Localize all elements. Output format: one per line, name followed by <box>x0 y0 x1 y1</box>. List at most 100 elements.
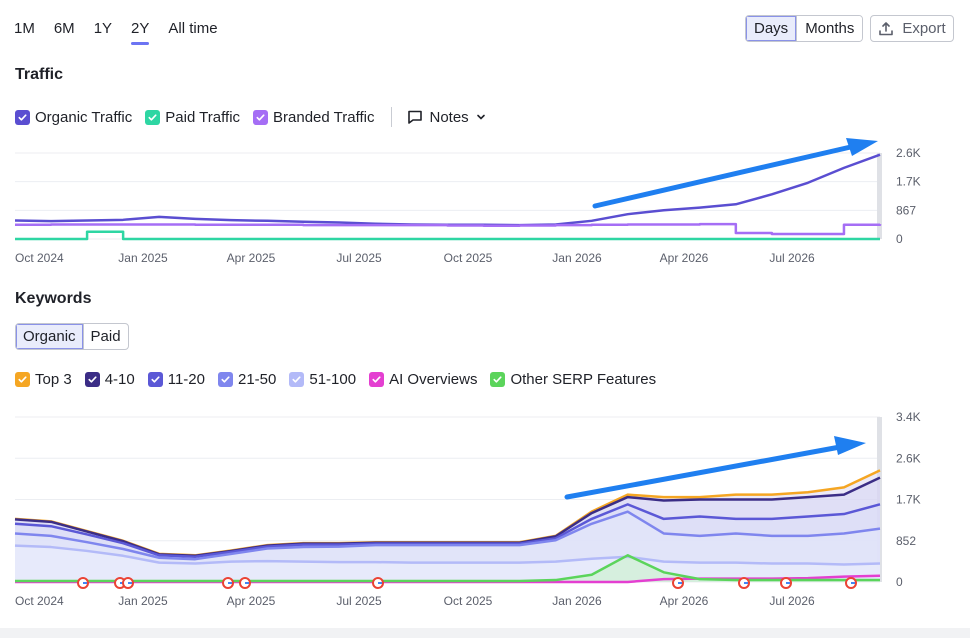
legend-label: Top 3 <box>35 371 72 388</box>
legend-label: 4-10 <box>104 371 135 388</box>
legend-label: Branded Traffic <box>273 108 375 126</box>
legend-11-20[interactable]: 11-20 <box>147 371 205 388</box>
y-tick-label: 1.7K <box>896 175 921 189</box>
range-tab-6m[interactable]: 6M <box>53 20 75 37</box>
legend-other-serp-features[interactable]: Other SERP Features <box>490 371 656 388</box>
notes-dropdown[interactable]: Notes <box>407 109 486 126</box>
legend-21-50[interactable]: 21-50 <box>218 371 276 388</box>
y-tick-label: 2.6K <box>896 146 921 160</box>
legend-label: Organic Traffic <box>35 108 133 126</box>
series-line-paid-traffic <box>15 230 880 241</box>
x-tick-label: Apr 2025 <box>227 251 276 265</box>
legend-label: AI Overviews <box>389 371 478 388</box>
trend-arrow-head <box>834 436 866 455</box>
google-update-icon <box>77 577 89 589</box>
footer-band <box>0 628 970 638</box>
x-tick-label: Jan 2026 <box>552 251 602 265</box>
legend-ai-overviews[interactable]: AI Overviews <box>369 371 477 388</box>
range-tab-1m[interactable]: 1M <box>14 20 35 37</box>
checkbox-icon <box>490 372 506 387</box>
keywords-legend: Top 3 4-10 11-20 21-50 51-100 AI Overviews Oth… <box>15 371 669 388</box>
series-line-21-50 <box>14 510 881 561</box>
x-tick-label: Apr 2026 <box>660 594 709 608</box>
keywords-chart[interactable]: 3.4K 2.6K 1.7K 852 0 Oct 2024 Jan 2025 Apr 2025… <box>0 405 970 615</box>
google-update-icon <box>222 577 234 589</box>
traffic-title: Traffic <box>15 66 64 83</box>
legend-top-3[interactable]: Top 3 <box>15 371 72 388</box>
organic-tab[interactable]: Organic <box>16 324 83 349</box>
checkbox-icon <box>218 372 233 387</box>
x-tick-label: Jan 2025 <box>118 594 168 608</box>
range-tab-2y[interactable]: 2Y <box>131 20 150 45</box>
days-option[interactable]: Days <box>746 16 797 41</box>
keywords-type-toggle: Organic Paid <box>15 323 129 350</box>
date-range-tabs: 1M 6M 1Y 2Y All time <box>14 18 237 45</box>
checkbox-icon <box>145 109 161 125</box>
y-tick-label: 852 <box>896 534 916 548</box>
traffic-legend: Organic Traffic Paid Traffic Branded Tra… <box>15 107 487 127</box>
cursor-band <box>877 153 882 239</box>
traffic-chart[interactable]: 2.6K 1.7K 867 0 Oct 2024 Jan 2025 Apr 2025 Jul … <box>0 138 970 268</box>
paid-tab[interactable]: Paid <box>82 324 128 349</box>
google-update-icon <box>780 577 792 589</box>
legend-branded-traffic[interactable]: Branded Traffic <box>253 109 374 126</box>
series-line-11-20 <box>14 503 881 559</box>
checkbox-icon <box>147 372 163 387</box>
y-tick-label: 867 <box>896 203 916 217</box>
series-line-51-100 <box>14 544 881 566</box>
x-tick-label: Jul 2026 <box>769 251 815 265</box>
google-update-icon <box>672 577 684 589</box>
legend-51-100[interactable]: 51-100 <box>289 371 356 388</box>
checkbox-icon <box>289 372 305 387</box>
series-area-other-serp-features <box>15 555 880 582</box>
x-tick-label: Jul 2025 <box>336 251 382 265</box>
range-tab-1y[interactable]: 1Y <box>93 20 113 37</box>
y-tick-label: 0 <box>896 232 903 246</box>
checkbox-icon <box>15 372 30 387</box>
series-line-organic-traffic <box>14 153 881 227</box>
range-tab-all-time[interactable]: All time <box>168 20 218 37</box>
trend-arrow <box>592 143 858 209</box>
google-update-icon <box>372 577 384 589</box>
x-tick-label: Oct 2025 <box>444 251 493 265</box>
granularity-toggle: Days Months <box>745 15 864 42</box>
x-tick-label: Oct 2025 <box>444 594 493 608</box>
checkbox-icon <box>84 372 100 387</box>
legend-divider <box>391 107 393 127</box>
trend-arrow <box>564 444 843 500</box>
google-update-icon <box>239 577 251 589</box>
x-tick-label: Oct 2024 <box>15 594 64 608</box>
legend-label: 51-100 <box>309 371 357 388</box>
checkbox-icon <box>369 372 385 387</box>
google-update-icon <box>122 577 134 589</box>
x-tick-label: Jul 2026 <box>769 594 815 608</box>
export-icon <box>879 21 894 35</box>
comment-icon <box>408 110 423 124</box>
trend-arrow-head <box>846 138 878 156</box>
x-tick-label: Apr 2026 <box>660 251 709 265</box>
chevron-down-icon <box>476 114 485 120</box>
y-tick-label: 0 <box>896 575 903 589</box>
checkbox-icon <box>15 109 30 125</box>
legend-label: 11-20 <box>167 371 205 388</box>
legend-label: 21-50 <box>238 371 277 388</box>
y-tick-label: 1.7K <box>896 493 921 507</box>
legend-paid-traffic[interactable]: Paid Traffic <box>145 109 240 126</box>
x-tick-label: Apr 2025 <box>227 594 276 608</box>
legend-organic-traffic[interactable]: Organic Traffic <box>15 109 132 126</box>
legend-4-10[interactable]: 4-10 <box>84 371 135 388</box>
checkbox-icon <box>253 109 269 125</box>
legend-label: Paid Traffic <box>165 108 241 126</box>
x-tick-label: Jul 2025 <box>336 594 382 608</box>
series-line-branded-traffic <box>15 222 882 236</box>
keywords-title: Keywords <box>15 290 92 307</box>
y-tick-label: 2.6K <box>896 451 921 465</box>
series-line-other-serp-features <box>15 554 880 583</box>
x-tick-label: Jan 2026 <box>552 594 602 608</box>
legend-label: Other SERP Features <box>510 371 657 388</box>
x-tick-label: Jan 2025 <box>118 251 168 265</box>
notes-label: Notes <box>429 108 469 126</box>
export-button[interactable]: Export <box>870 15 954 42</box>
months-option[interactable]: Months <box>796 16 863 41</box>
x-tick-label: Oct 2024 <box>15 251 64 265</box>
